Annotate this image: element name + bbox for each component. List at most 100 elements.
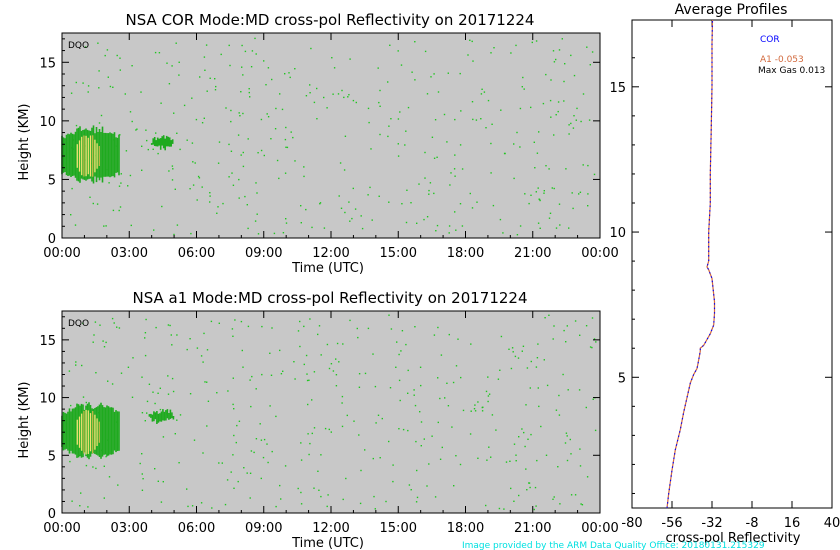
noise-speck	[129, 174, 132, 177]
noise-speck	[118, 327, 121, 329]
noise-speck	[249, 96, 251, 98]
noise-speck	[236, 424, 238, 427]
noise-speck	[407, 369, 409, 372]
noise-speck	[286, 146, 289, 149]
noise-speck	[141, 453, 143, 455]
noise-speck	[260, 439, 263, 441]
noise-speck	[367, 194, 369, 196]
noise-speck	[545, 165, 547, 167]
noise-speck	[271, 78, 273, 81]
noise-speck	[152, 391, 154, 393]
noise-speck	[70, 92, 73, 94]
noise-speck	[519, 146, 521, 148]
noise-speck	[255, 182, 257, 184]
noise-speck	[173, 233, 175, 236]
noise-speck	[144, 332, 147, 334]
noise-speck	[108, 476, 111, 478]
noise-speck	[186, 488, 188, 490]
plot-area-cor	[62, 33, 600, 238]
noise-speck	[552, 50, 555, 52]
noise-speck	[323, 227, 326, 229]
noise-speck	[81, 364, 83, 367]
noise-speck	[191, 142, 194, 144]
noise-speck	[530, 433, 532, 436]
noise-speck	[526, 367, 529, 369]
noise-speck	[136, 128, 138, 130]
noise-speck	[469, 192, 471, 195]
noise-speck	[353, 420, 355, 422]
noise-speck	[567, 389, 569, 391]
noise-speck	[233, 487, 235, 489]
noise-speck	[352, 187, 354, 190]
noise-speck	[324, 427, 327, 430]
noise-speck	[92, 341, 94, 343]
noise-speck	[206, 349, 209, 351]
noise-speck	[429, 182, 432, 184]
noise-speck	[244, 195, 246, 198]
noise-speck	[89, 196, 91, 198]
noise-speck	[247, 227, 249, 230]
noise-speck	[585, 325, 588, 327]
noise-speck	[96, 203, 99, 205]
x-tick-label: 03:00	[111, 521, 148, 536]
noise-speck	[390, 118, 392, 120]
noise-speck	[130, 224, 132, 227]
noise-speck	[327, 494, 329, 496]
noise-speck	[540, 425, 542, 428]
noise-speck	[499, 369, 501, 371]
noise-speck	[579, 191, 582, 193]
noise-speck	[250, 405, 252, 408]
noise-speck	[420, 445, 422, 447]
noise-speck	[120, 372, 123, 374]
noise-speck	[193, 439, 196, 441]
noise-speck	[594, 429, 597, 432]
noise-speck	[330, 363, 333, 365]
noise-speck	[402, 428, 405, 431]
noise-speck	[581, 504, 584, 506]
noise-speck	[470, 410, 472, 412]
noise-speck	[326, 343, 329, 346]
noise-speck	[368, 121, 370, 124]
noise-speck	[525, 468, 527, 470]
noise-speck	[226, 479, 229, 481]
noise-speck	[220, 53, 222, 56]
noise-speck	[482, 406, 484, 408]
noise-speck	[345, 477, 347, 480]
noise-speck	[97, 42, 99, 44]
noise-speck	[259, 423, 261, 425]
noise-speck	[307, 403, 309, 406]
x-tick-label: 15:00	[380, 246, 417, 261]
noise-speck	[198, 177, 201, 179]
noise-speck	[595, 341, 597, 343]
noise-speck	[416, 496, 419, 499]
noise-speck	[251, 50, 254, 52]
noise-speck	[515, 44, 517, 47]
noise-speck	[191, 505, 194, 507]
noise-speck	[242, 74, 244, 76]
noise-speck	[480, 118, 482, 120]
x-tick-label: 00:00	[43, 246, 80, 261]
noise-speck	[293, 361, 295, 363]
noise-speck	[555, 409, 558, 411]
noise-speck	[201, 122, 204, 124]
noise-speck	[398, 353, 400, 356]
noise-speck	[582, 164, 584, 166]
noise-speck	[535, 505, 537, 507]
noise-speck	[433, 192, 435, 195]
noise-speck	[565, 168, 567, 170]
noise-speck	[275, 107, 277, 110]
noise-speck	[525, 404, 527, 406]
noise-speck	[200, 502, 203, 504]
noise-speck	[549, 99, 552, 102]
noise-speck	[523, 88, 525, 90]
noise-speck	[488, 446, 490, 448]
noise-speck	[342, 498, 344, 501]
noise-speck	[573, 115, 575, 117]
noise-speck	[488, 393, 491, 395]
noise-speck	[493, 47, 495, 49]
noise-speck	[443, 113, 446, 116]
noise-speck	[214, 89, 217, 91]
noise-speck	[119, 57, 121, 59]
noise-speck	[118, 209, 120, 212]
noise-speck	[204, 381, 206, 383]
